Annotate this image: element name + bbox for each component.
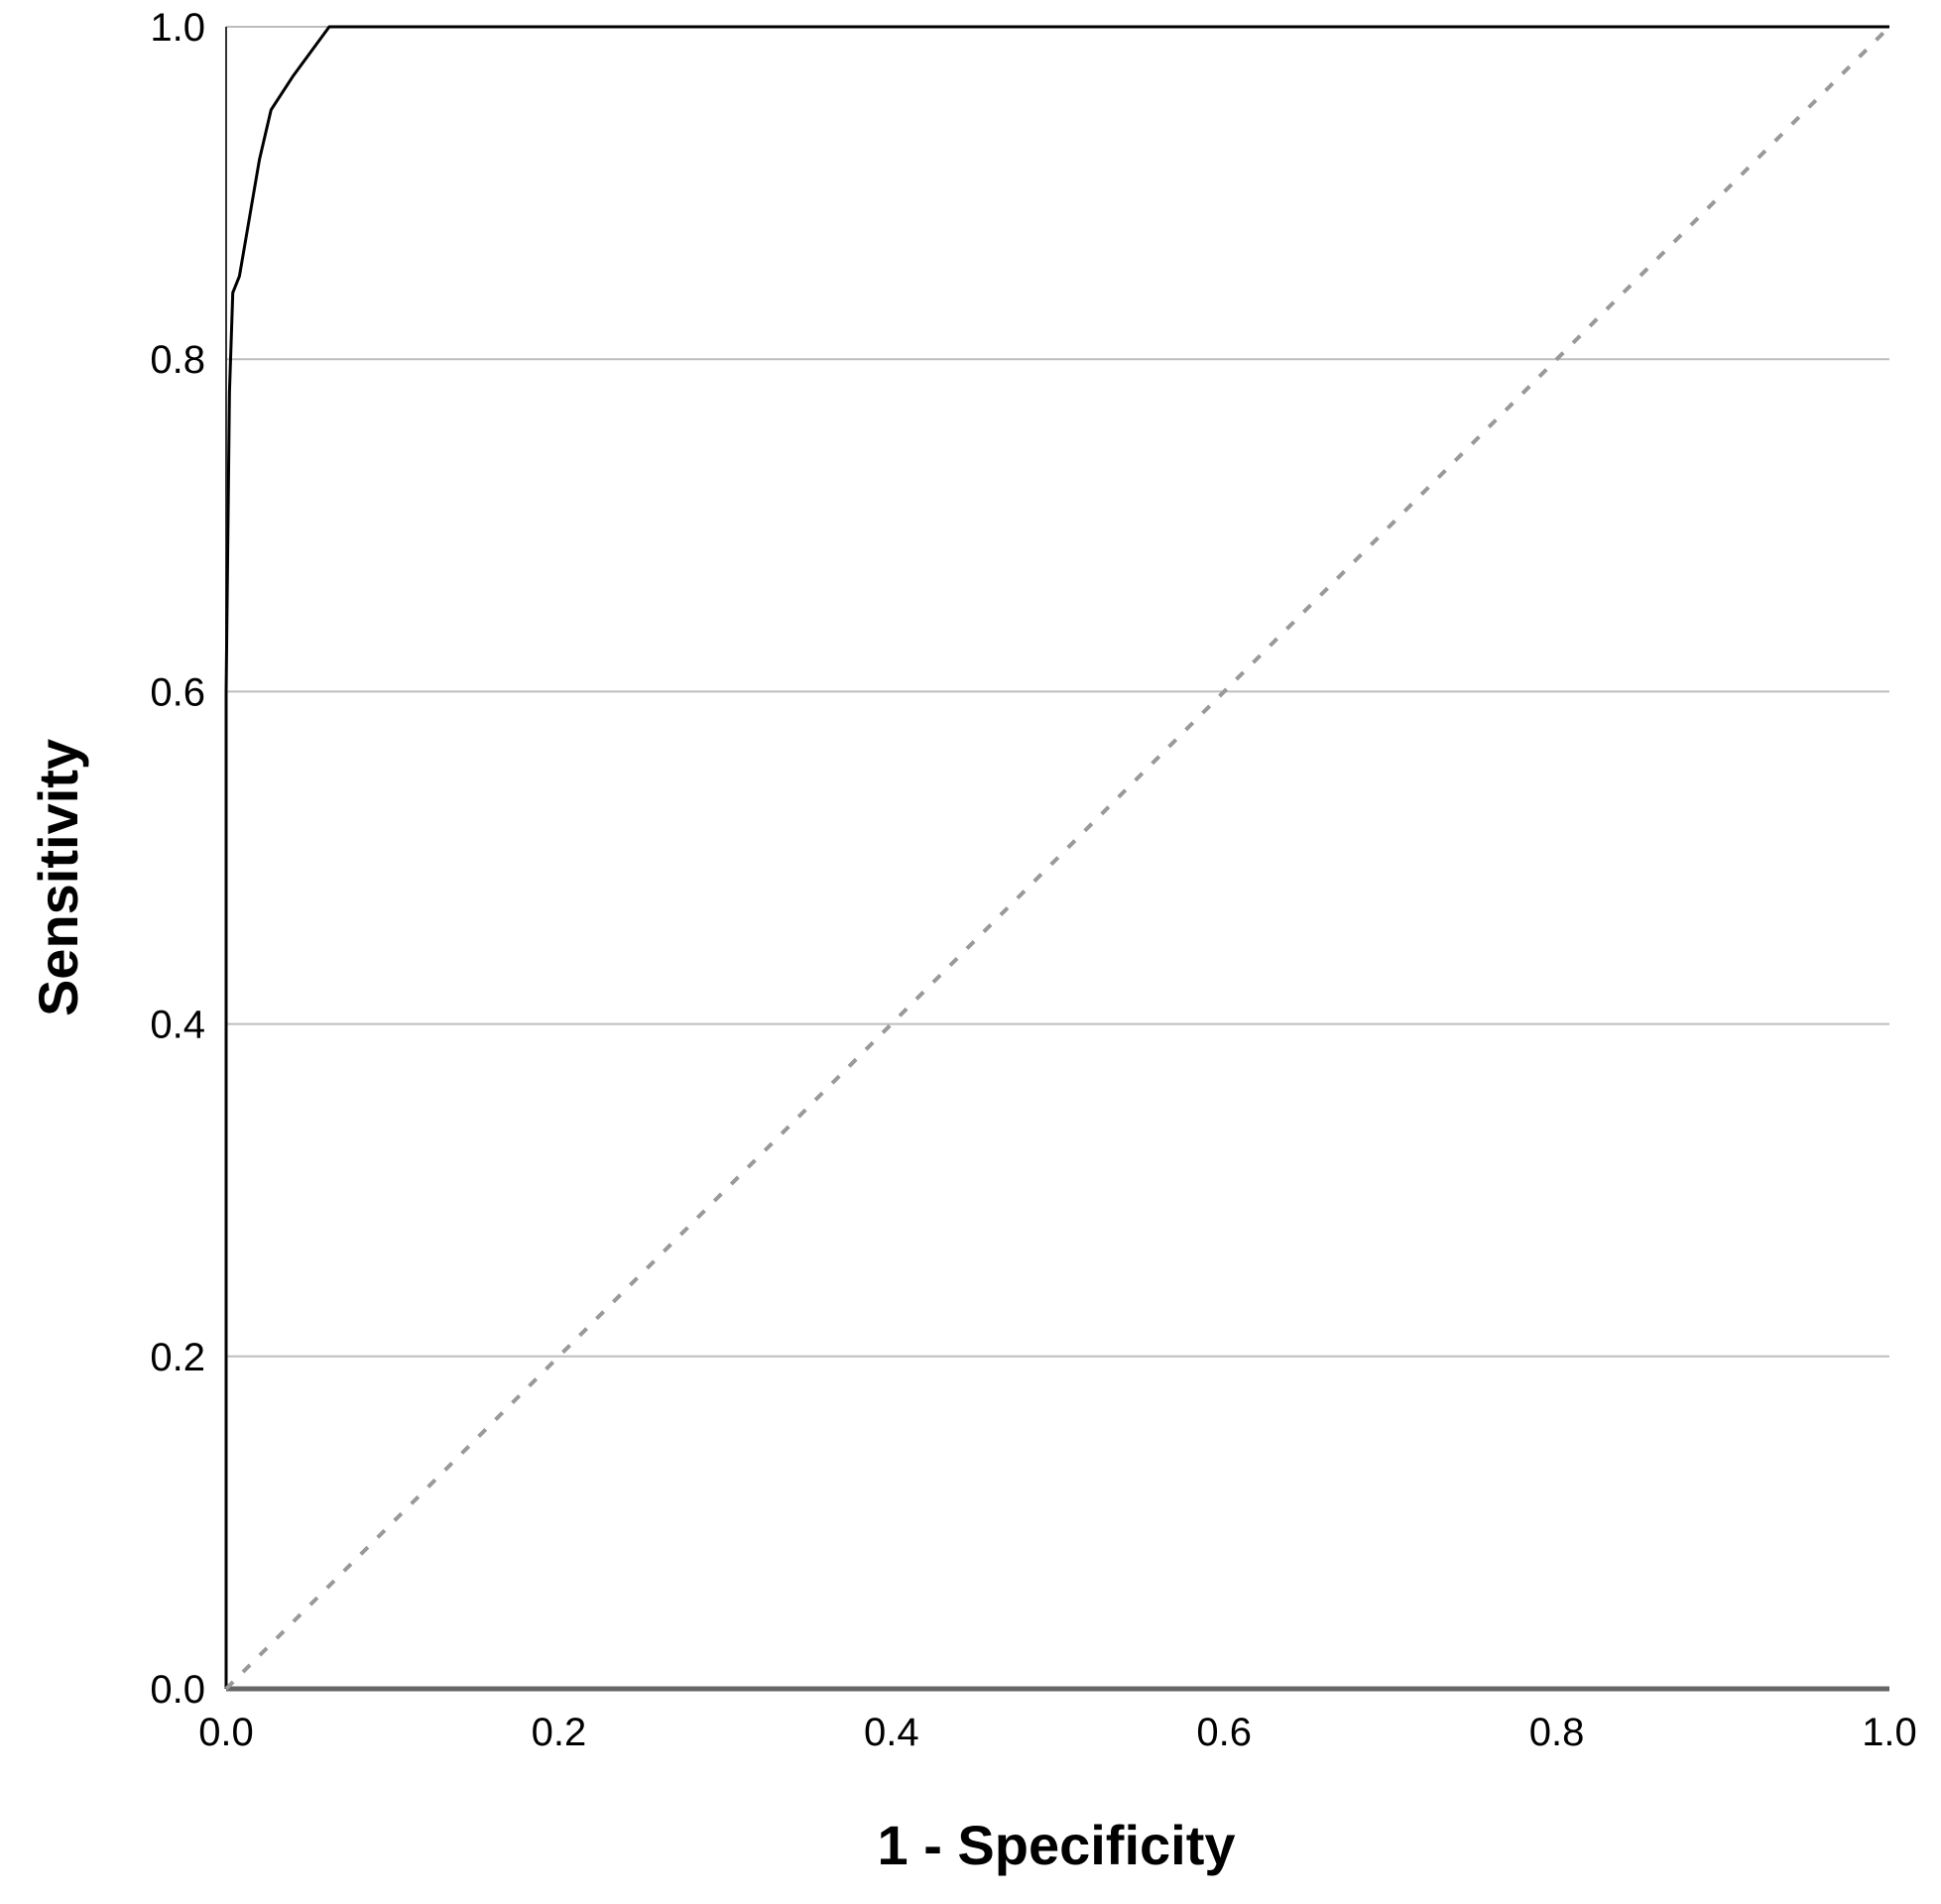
y-axis-title: Sensitivity [27, 739, 89, 1016]
x-axis-title: 1 - Specificity [877, 1814, 1235, 1876]
x-tick-label-1: 0.2 [532, 1711, 587, 1754]
y-tick-labels: 0.0 0.2 0.4 0.6 0.8 1.0 [150, 6, 205, 1712]
x-tick-label-3: 0.6 [1196, 1711, 1252, 1754]
x-tick-label-5: 1.0 [1862, 1711, 1917, 1754]
x-tick-labels: 0.0 0.2 0.4 0.6 0.8 1.0 [198, 1711, 1917, 1754]
y-tick-label-2: 0.4 [150, 1004, 205, 1047]
y-tick-label-4: 0.8 [150, 338, 205, 382]
y-tick-label-3: 0.6 [150, 670, 205, 714]
gridlines [226, 26, 1889, 1358]
x-tick-label-2: 0.4 [864, 1711, 919, 1754]
reference-diagonal-line [224, 25, 1891, 1691]
x-tick-label-4: 0.8 [1529, 1711, 1585, 1754]
x-tick-label-0: 0.0 [198, 1711, 254, 1754]
y-tick-label-0: 0.0 [150, 1668, 205, 1712]
y-tick-label-1: 0.2 [150, 1336, 205, 1379]
y-tick-label-5: 1.0 [150, 6, 205, 50]
roc-curve-line [224, 25, 1889, 1689]
series [224, 25, 1891, 1691]
